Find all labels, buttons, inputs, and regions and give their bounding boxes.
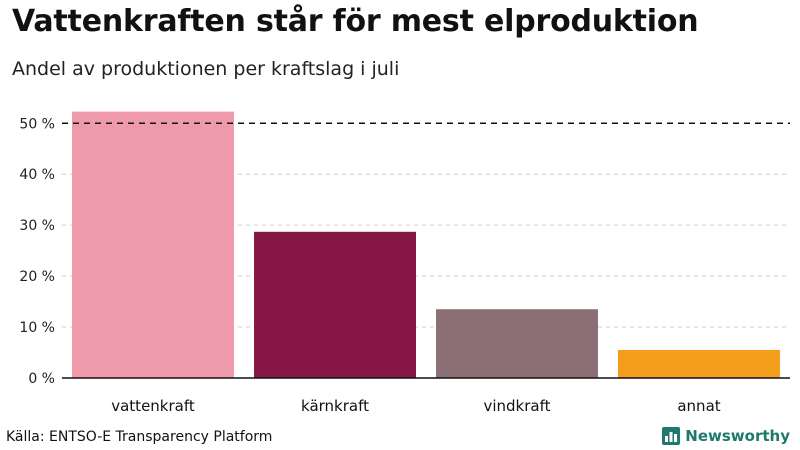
bar-chart-logo-icon <box>662 427 681 445</box>
bar-kärnkraft <box>254 231 416 378</box>
x-tick-label: vattenkraft <box>111 397 195 415</box>
x-tick-label: kärnkraft <box>301 397 369 415</box>
y-tick-label: 30 % <box>19 218 55 234</box>
y-tick-label: 0 % <box>28 371 55 387</box>
y-tick-label: 40 % <box>19 167 55 183</box>
newsworthy-logo: Newsworthy <box>662 427 790 445</box>
source-note: Källa: ENTSO-E Transparency Platform <box>6 429 273 445</box>
x-tick-label: vindkraft <box>483 397 550 415</box>
bar-vattenkraft <box>72 111 234 378</box>
y-tick-label: 50 % <box>19 116 55 132</box>
bar-vindkraft <box>436 309 598 378</box>
chart-subtitle: Andel av produktionen per kraftslag i ju… <box>12 58 400 80</box>
x-tick-label: annat <box>677 397 720 415</box>
bar-chart: 0 % 10 % 20 % 30 % 40 % 50 % vattenkraft kärnkr… <box>19 111 790 415</box>
chart-title: Vattenkraften står för mest elproduktion <box>12 4 699 39</box>
y-tick-label: 10 % <box>19 320 55 336</box>
brand-name: Newsworthy <box>685 427 790 445</box>
y-tick-label: 20 % <box>19 269 55 285</box>
bar-annat <box>618 349 780 378</box>
